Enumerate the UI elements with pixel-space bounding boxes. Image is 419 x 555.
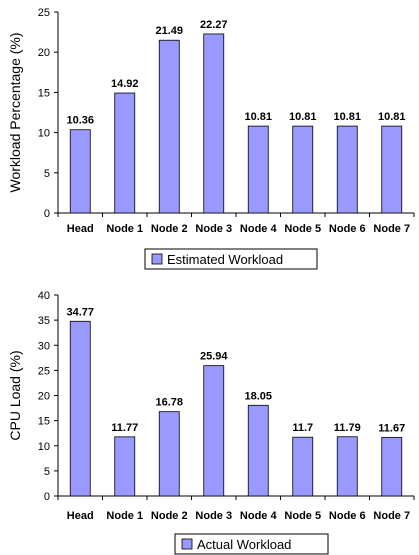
data-label: 11.7 — [292, 422, 313, 434]
y-tick-label: 10 — [38, 441, 50, 453]
y-tick-label: 15 — [38, 416, 50, 428]
data-label: 11.77 — [111, 422, 138, 434]
data-label: 22.27 — [200, 19, 228, 31]
data-label: 14.92 — [111, 78, 139, 90]
y-tick-label: 20 — [38, 47, 50, 59]
x-tick-label: Node 7 — [373, 223, 410, 235]
data-label: 11.67 — [378, 422, 405, 434]
data-label: 10.81 — [244, 111, 272, 123]
chart-1: 0 5 10 15 20 25 10.36 Head 14.92 Node 1 21.49 Node … — [7, 7, 415, 270]
x-tick-label: Node 6 — [329, 223, 366, 235]
bar-node-4 — [247, 404, 269, 497]
data-label: 21.49 — [155, 25, 183, 37]
x-tick-label: Node 1 — [106, 223, 143, 235]
legend-swatch — [181, 538, 193, 550]
bar-node-5 — [292, 125, 314, 214]
data-label: 34.77 — [66, 306, 94, 318]
y-tick-label: 25 — [38, 365, 50, 377]
legend: Actual Workload — [174, 533, 329, 555]
bar-node-3 — [203, 33, 225, 214]
data-label: 10.81 — [289, 111, 317, 123]
x-tick-label: Node 4 — [240, 223, 278, 235]
bar-head — [69, 129, 91, 214]
x-tick-label: Node 2 — [151, 510, 188, 522]
bar-node-5 — [292, 436, 314, 497]
legend-swatch — [151, 253, 163, 265]
data-label: 16.78 — [155, 397, 183, 409]
y-tick-label: 15 — [38, 87, 50, 99]
x-tick-label: Node 6 — [329, 510, 366, 522]
x-tick-label: Node 5 — [284, 223, 321, 235]
y-tick-label: 20 — [38, 391, 50, 403]
y-axis-title: CPU Load (%) — [7, 350, 23, 440]
data-label: 11.79 — [334, 422, 361, 434]
y-tick-label: 5 — [44, 466, 50, 478]
legend-box — [144, 248, 318, 270]
x-tick-label: Head — [67, 223, 94, 235]
legend-label: Actual Workload — [197, 537, 291, 552]
y-tick-label: 40 — [38, 290, 50, 302]
x-tick-label: Node 3 — [195, 510, 232, 522]
y-tick-label: 35 — [38, 315, 50, 327]
x-tick-label: Head — [67, 510, 94, 522]
bar-node-7 — [381, 436, 403, 497]
bar-node-7 — [381, 125, 403, 214]
y-axis-title: Workload Percentage (%) — [7, 32, 23, 192]
bar-node-6 — [336, 125, 358, 214]
data-label: 10.81 — [378, 111, 406, 123]
bar-head — [69, 320, 91, 497]
x-tick-label: Node 1 — [106, 510, 143, 522]
x-tick-label: Node 7 — [373, 510, 410, 522]
chart-2: 0 5 10 15 20 25 30 35 40 34.77 Head 11.77 Node 1 16.7… — [7, 290, 415, 555]
y-tick-label: 5 — [44, 168, 50, 180]
bar-node-1 — [114, 92, 136, 214]
data-label: 10.36 — [66, 115, 94, 127]
bar-node-2 — [158, 411, 180, 497]
bar-node-1 — [114, 436, 136, 497]
bar-node-2 — [158, 39, 180, 214]
legend: Estimated Workload — [144, 248, 318, 270]
x-tick-label: Node 5 — [284, 510, 321, 522]
y-tick-label: 0 — [44, 491, 50, 503]
data-label: 10.81 — [333, 111, 361, 123]
legend-label: Estimated Workload — [167, 252, 283, 267]
x-tick-label: Node 3 — [195, 223, 232, 235]
data-label: 18.05 — [244, 390, 272, 402]
x-tick-label: Node 4 — [240, 510, 278, 522]
y-tick-label: 30 — [38, 340, 50, 352]
bar-node-3 — [203, 365, 225, 497]
y-tick-label: 10 — [38, 128, 50, 140]
data-label: 25.94 — [200, 351, 228, 363]
x-tick-label: Node 2 — [151, 223, 188, 235]
y-tick-label: 0 — [44, 208, 50, 220]
bar-node-6 — [336, 436, 358, 497]
y-tick-label: 25 — [38, 7, 50, 19]
bar-node-4 — [247, 125, 269, 214]
legend-box — [174, 533, 329, 555]
